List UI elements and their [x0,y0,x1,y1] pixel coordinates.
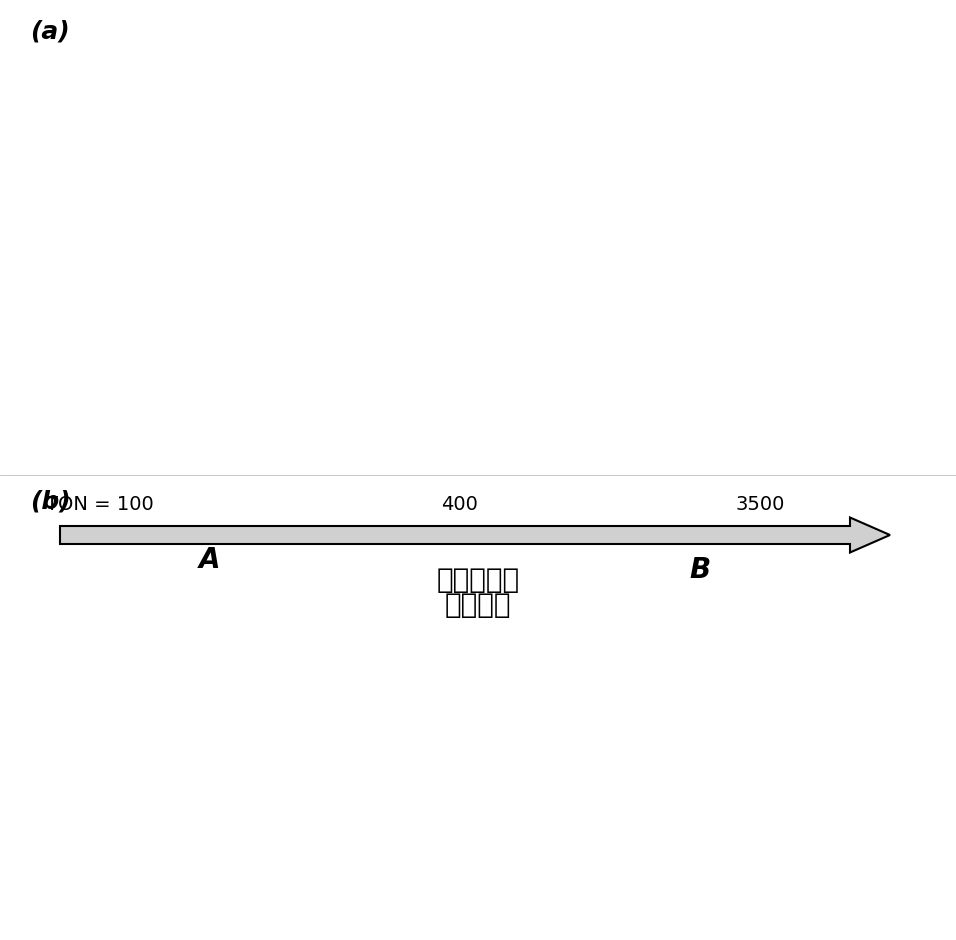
Text: 锓合环大小: 锓合环大小 [437,566,519,594]
Text: (b): (b) [30,490,71,514]
Text: TON = 100: TON = 100 [46,495,154,514]
Text: 3500: 3500 [735,495,785,514]
Text: 聚合活性: 聚合活性 [445,591,511,619]
Text: B: B [689,556,710,584]
Text: A: A [199,546,221,574]
Text: 400: 400 [442,495,478,514]
Text: (a): (a) [30,20,70,44]
FancyArrow shape [60,518,890,553]
